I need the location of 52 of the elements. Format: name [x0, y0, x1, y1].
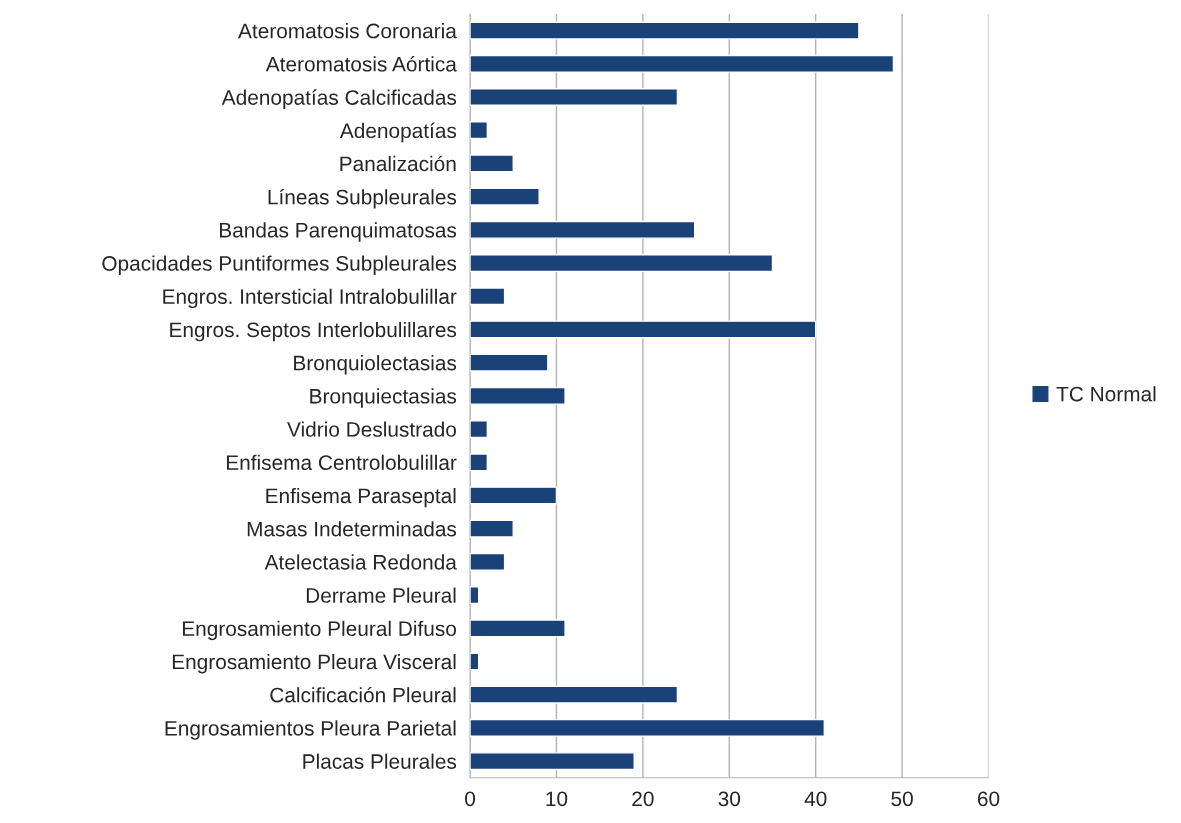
bar [470, 486, 558, 505]
y-tick-label: Engros. Septos Interlobulillares [170, 321, 457, 342]
bar [470, 121, 489, 140]
y-tick-label: Atelectasia Redonda [264, 554, 457, 570]
bar [470, 519, 514, 538]
y-tick-label: Enfisema Centrolobulillar [226, 454, 457, 471]
legend-label: TC Normal [1056, 386, 1156, 402]
bar [470, 619, 566, 638]
bar [470, 685, 679, 704]
y-tick-label: Opacidades Puntiformes Subpleurales [102, 255, 457, 275]
y-tick-label: Ateromatosis Coronaria [238, 23, 457, 39]
x-tick-label: 60 [977, 791, 1000, 807]
y-tick-label: Ateromatosis Aórtica [265, 56, 457, 72]
y-tick-label: Bronquiectasias [310, 388, 457, 408]
y-tick-label: Engrosamiento Pleura Visceral [172, 653, 456, 674]
bar [470, 254, 774, 273]
y-tick-label: Bronquiolectasias [294, 355, 457, 375]
bar [470, 718, 826, 737]
bar [470, 21, 860, 40]
bar [470, 386, 566, 405]
y-tick-label: Vidrio Deslustrado [287, 421, 456, 437]
y-tick-label: Adenopatías [339, 122, 457, 143]
y-tick-label: Líneas Subpleurales [268, 188, 457, 209]
y-tick-label: Calcificación Pleural [270, 686, 456, 703]
bar [470, 320, 817, 339]
y-tick-label: Engrosamiento Pleural Difuso [182, 620, 456, 641]
bar [470, 453, 489, 472]
bar [470, 752, 635, 771]
bar [470, 88, 679, 107]
y-tick-label: Panalización [340, 155, 456, 172]
y-tick-label: Enfisema Paraseptal [266, 487, 456, 508]
y-tick-label: Adenopatías Calcificadas [221, 89, 457, 109]
x-tick-label: 20 [632, 791, 654, 807]
y-tick-label: Placas Pleurales [303, 753, 457, 769]
x-tick-label: 50 [891, 791, 913, 807]
y-tick-label: Bandas Parenquimatosas [219, 222, 457, 242]
x-tick-label: 10 [546, 791, 568, 807]
bar [470, 220, 696, 239]
y-tick-label: Engros. Intersticial Intralobulillar [163, 288, 457, 309]
bar [470, 353, 549, 372]
bar [470, 287, 506, 306]
bar [470, 154, 514, 173]
x-tick-label: 30 [718, 791, 741, 807]
y-tick-label: Masas Indeterminadas [247, 521, 457, 537]
x-tick-label: 40 [804, 791, 827, 807]
bar [470, 54, 895, 73]
bar [470, 187, 540, 206]
bar [470, 552, 506, 571]
y-tick-label: Engrosamientos Pleura Parietal [165, 720, 456, 740]
x-tick-label: 0 [465, 791, 476, 807]
y-tick-label: Derrame Pleural [306, 587, 456, 603]
bar [470, 420, 489, 439]
